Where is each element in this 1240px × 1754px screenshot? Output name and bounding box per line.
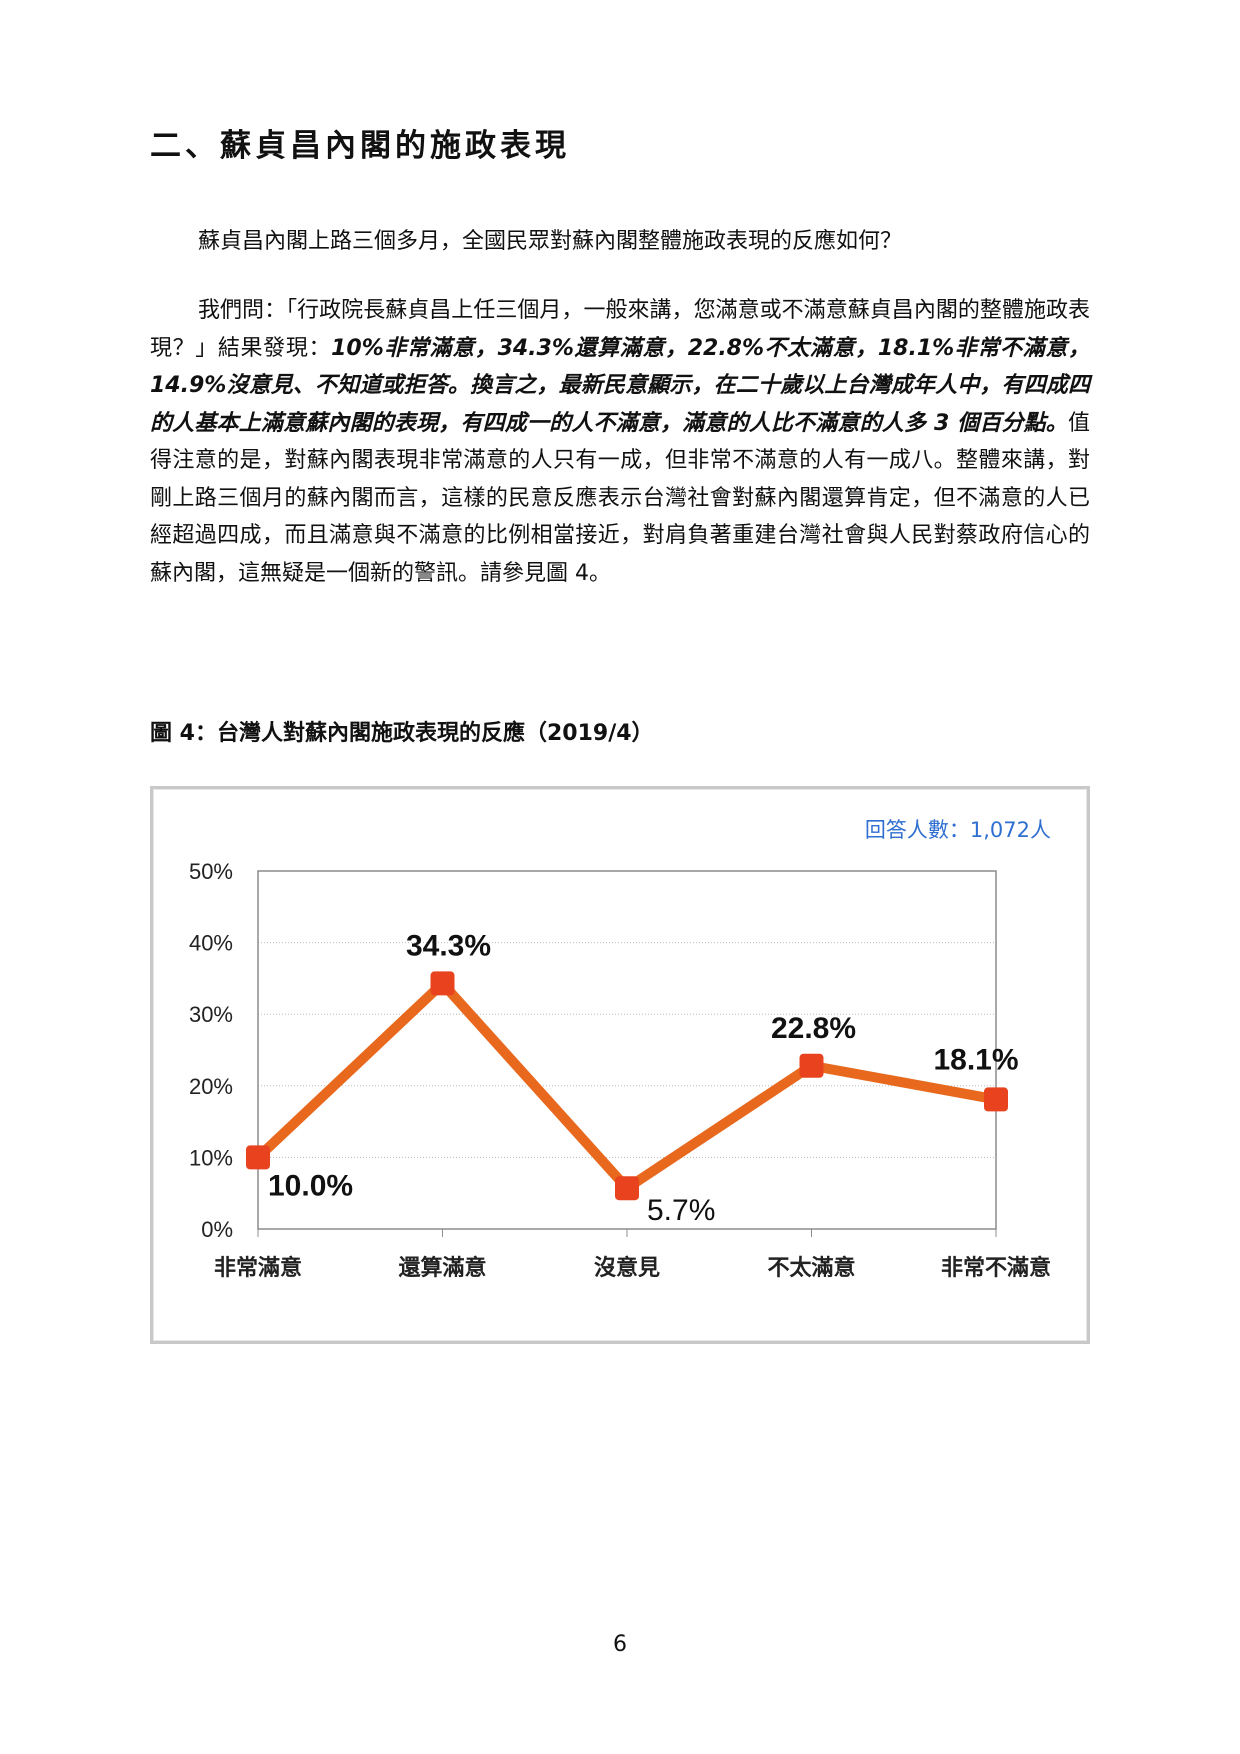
- y-tick-label: 30%: [189, 1002, 233, 1027]
- data-label: 22.8%: [771, 1012, 856, 1045]
- paragraph-intro: 蘇貞昌內閣上路三個多月，全國民眾對蘇內閣整體施政表現的反應如何？: [198, 229, 903, 254]
- data-label: 18.1%: [933, 1043, 1018, 1076]
- y-tick-label: 20%: [189, 1074, 233, 1099]
- data-label: 34.3%: [406, 929, 491, 962]
- y-tick-label: 0%: [201, 1217, 233, 1242]
- paragraph-emphasis: 10%非常滿意，34.3%還算滿意，22.8%不太滿意，18.1%非常不滿意，1…: [150, 335, 1090, 436]
- y-tick-label: 10%: [189, 1145, 233, 1170]
- paragraph-findings: 我們問：「行政院長蘇貞昌上任三個月，一般來講，您滿意或不滿意蘇貞昌內閣的整體施政…: [150, 292, 1090, 592]
- x-tick-label: 非常滿意: [214, 1255, 302, 1281]
- y-tick-label: 40%: [189, 931, 233, 956]
- paragraph-tail: 值得注意的是，對蘇內閣表現非常滿意的人只有一成，但非常不滿意的人有一成八。整體來…: [150, 410, 1090, 586]
- section-title: 二、蘇貞昌內閣的施政表現: [150, 128, 570, 164]
- data-point: [246, 1145, 270, 1170]
- page-number: 6: [613, 1632, 627, 1657]
- x-tick-label: 不太滿意: [767, 1255, 855, 1281]
- line-chart: 0% 10% 20% 30% 40% 50% 非常滿意 還算滿意 沒意見 不太滿意 非常不滿意 10.…: [189, 818, 1051, 1281]
- data-point: [799, 1053, 824, 1078]
- chart-frame: 0% 10% 20% 30% 40% 50% 非常滿意 還算滿意 沒意見 不太滿意 非常不滿意 10.…: [150, 786, 1090, 1344]
- x-tick-label: 還算滿意: [398, 1255, 486, 1281]
- paragraph-lead: 我們問：「行政院長蘇貞昌上任三個月，一般來講，您滿意或不滿意蘇貞昌內閣的整體施政…: [150, 298, 1090, 361]
- y-tick-label: 50%: [189, 859, 233, 884]
- data-label: 5.7%: [647, 1194, 715, 1227]
- data-point: [430, 971, 455, 996]
- data-label: 10.0%: [268, 1169, 353, 1202]
- figure-caption: 圖 4：台灣人對蘇內閣施政表現的反應（2019/4）: [150, 721, 654, 746]
- data-point: [984, 1087, 1008, 1112]
- x-tick-label: 沒意見: [594, 1255, 660, 1281]
- respondents-annotation: 回答人數：1,072人: [865, 818, 1051, 842]
- x-tick-label: 非常不滿意: [941, 1255, 1051, 1281]
- data-point: [615, 1176, 639, 1201]
